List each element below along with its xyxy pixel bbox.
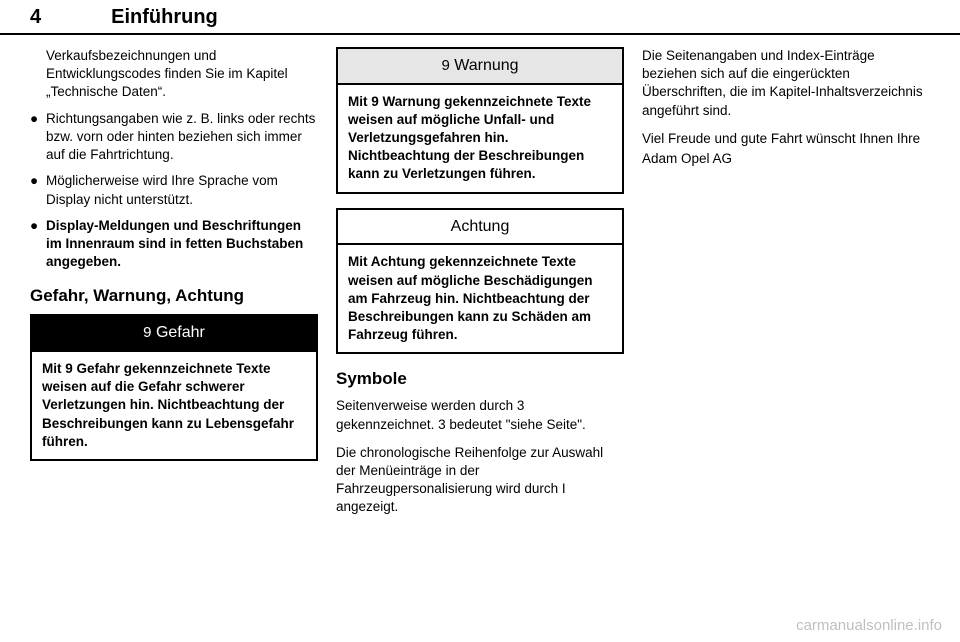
list-item: ● Möglicherweise wird Ihre Spra­che vom … — [30, 172, 318, 208]
warnung-box-body: Mit 9 Warnung gekennzeichnete Texte weis… — [338, 85, 622, 192]
section-title: Einführung — [111, 6, 218, 29]
col3-paragraph-2: Viel Freude und gute Fahrt wünscht Ihnen… — [642, 130, 930, 148]
col3-paragraph-1: Die Seitenangaben und Index-Einträge bez… — [642, 47, 930, 120]
list-item: ● Display-Meldungen und Beschriftungen i… — [30, 217, 318, 272]
warnung-box-header: 9 Warnung — [338, 49, 622, 85]
list-text: Display-Meldungen und Beschriftungen im … — [46, 218, 303, 269]
gefahr-box-body: Mit 9 Gefahr gekennzeichnete Texte weise… — [32, 352, 316, 459]
columns: Verkaufsbezeichnungen und Entwicklungsco… — [0, 35, 960, 517]
list-text: Verkaufsbezeichnungen und Entwicklungsco… — [46, 48, 288, 99]
bullet-icon: ● — [30, 217, 38, 235]
warning-triangle-icon: 9 — [441, 57, 449, 74]
column-3: Die Seitenangaben und Index-Einträge bez… — [642, 47, 930, 517]
column-2: 9 Warnung Mit 9 Warnung gekennzeichnete … — [336, 47, 624, 517]
bullet-list: Verkaufsbezeichnungen und Entwicklungsco… — [30, 47, 318, 271]
col3-paragraph-3: Adam Opel AG — [642, 150, 930, 168]
bullet-icon: ● — [30, 172, 38, 190]
list-text: Möglicherweise wird Ihre Spra­che vom Di… — [46, 173, 278, 206]
page-number: 4 — [30, 6, 41, 29]
watermark: carmanualsonline.info — [796, 617, 942, 634]
heading-gefahr-warnung-achtung: Gefahr, Warnung, Achtung — [30, 285, 318, 308]
page-header: 4 Einführung — [0, 0, 960, 35]
column-1: Verkaufsbezeichnungen und Entwicklungsco… — [30, 47, 318, 517]
list-text: Richtungsangaben wie z. B. links oder re… — [46, 111, 315, 162]
symbole-paragraph-2: Die chronologische Reihenfolge zur Auswa… — [336, 444, 624, 517]
warning-triangle-icon: 9 — [143, 324, 151, 341]
gefahr-title: Gefahr — [156, 324, 205, 341]
bullet-icon: ● — [30, 110, 38, 128]
achtung-title: Achtung — [451, 218, 510, 235]
gefahr-box-header: 9 Gefahr — [32, 316, 316, 352]
list-item: ● Richtungsangaben wie z. B. links oder … — [30, 110, 318, 165]
gefahr-box: 9 Gefahr Mit 9 Gefahr gekennzeichnete Te… — [30, 314, 318, 461]
list-item: Verkaufsbezeichnungen und Entwicklungsco… — [30, 47, 318, 102]
heading-symbole: Symbole — [336, 368, 624, 391]
achtung-box: Achtung Mit Achtung gekennzeichnete Text… — [336, 208, 624, 355]
warnung-box: 9 Warnung Mit 9 Warnung gekennzeichnete … — [336, 47, 624, 194]
achtung-box-header: Achtung — [338, 210, 622, 246]
page: 4 Einführung Verkaufsbezeichnungen und E… — [0, 0, 960, 642]
achtung-box-body: Mit Achtung gekennzeichnete Texte weisen… — [338, 245, 622, 352]
symbole-paragraph-1: Seitenverweise werden durch 3 gekennzeic… — [336, 397, 624, 433]
warnung-title: Warnung — [454, 57, 518, 74]
